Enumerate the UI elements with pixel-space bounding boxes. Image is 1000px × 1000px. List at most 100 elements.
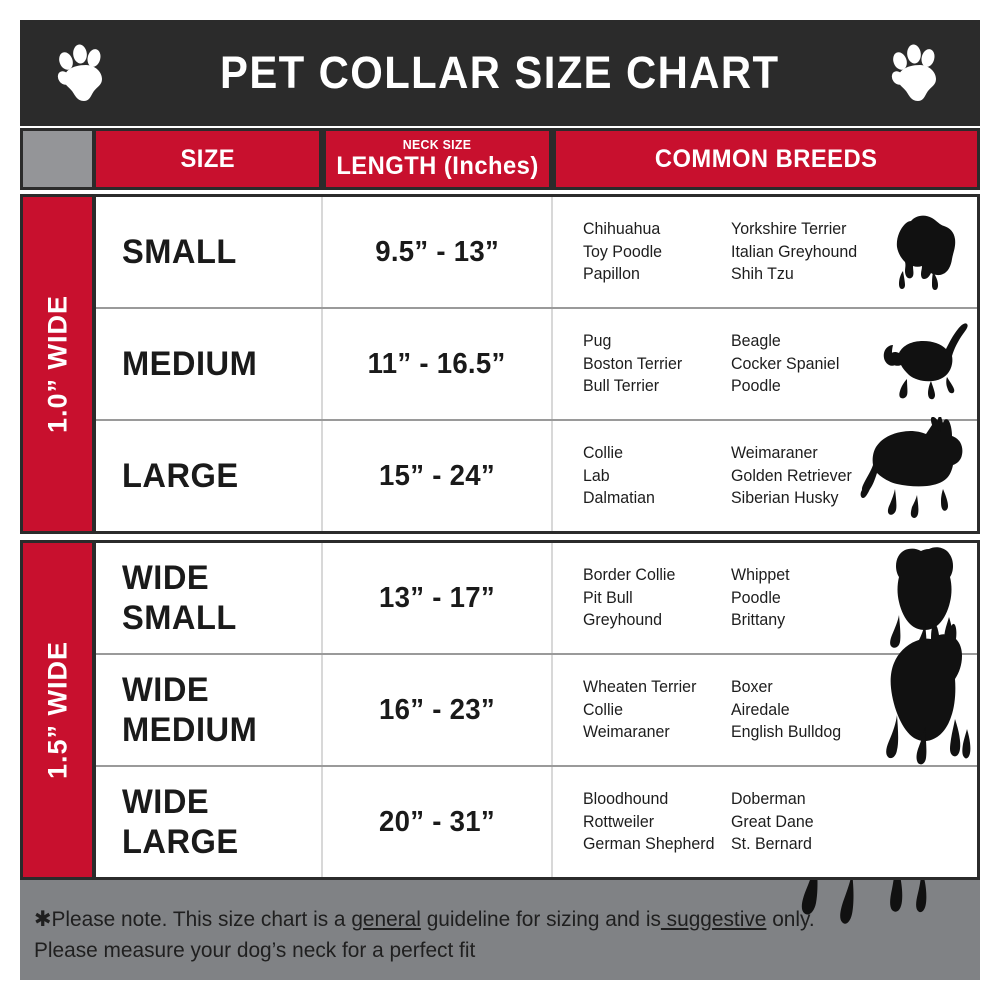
table-row: MEDIUM 11” - 16.5” Pug Boston Terrier Bu…	[96, 309, 977, 421]
breed-item: Pit Bull	[583, 587, 633, 607]
cell-length: 16” - 23”	[323, 655, 553, 765]
page-title: PET COLLAR SIZE CHART	[220, 47, 780, 98]
footer-text-c: only.	[766, 907, 815, 931]
size-label: MEDIUM	[122, 344, 258, 383]
size-label: WIDE	[122, 670, 210, 709]
breed-column-2: Beagle Cocker Spaniel Poodle	[731, 330, 881, 397]
cell-length: 15” - 24”	[323, 421, 553, 531]
length-value: 13” - 17”	[379, 581, 495, 614]
footer-note: ✱Please note. This size chart is a gener…	[20, 880, 980, 980]
cell-size: WIDE LARGE	[96, 767, 323, 877]
breed-item: Chihuahua	[583, 219, 661, 239]
breed-column-2: Doberman Great Dane St. Bernard	[731, 788, 881, 855]
table-row: WIDE LARGE 20” - 31” Bloodhound Rottweil…	[96, 767, 977, 877]
column-header-length-label: LENGTH (Inches)	[336, 151, 539, 180]
cell-size: WIDE MEDIUM	[96, 655, 323, 765]
breed-item: Poodle	[731, 587, 781, 607]
section-side-label-1-0-wide: 1.0” WIDE	[20, 194, 92, 534]
cell-length: 13” - 17”	[323, 543, 553, 653]
length-value: 11” - 16.5”	[368, 347, 506, 380]
breed-column-2: Boxer Airedale English Bulldog	[731, 676, 881, 743]
paw-print-icon	[891, 44, 936, 101]
breed-item: Bloodhound	[583, 789, 669, 809]
cell-size: SMALL	[96, 197, 323, 307]
breed-item: Beagle	[731, 331, 781, 351]
breed-item: Wheaten Terrier	[583, 677, 697, 697]
length-value: 16” - 23”	[379, 693, 495, 726]
column-header-size: SIZE	[92, 128, 322, 190]
breed-item: Pug	[583, 331, 612, 351]
breed-item: Whippet	[731, 565, 790, 585]
footer-text-a: ✱Please note. This size chart is a	[34, 907, 352, 931]
breed-item: Toy Poodle	[583, 241, 663, 261]
cell-size: MEDIUM	[96, 309, 323, 419]
breed-item: Lab	[583, 465, 610, 485]
breed-column-1: Chihuahua Toy Poodle Papillon	[583, 218, 722, 285]
column-header-neck-size-label: NECK SIZE	[403, 136, 472, 152]
table-row: WIDE SMALL 13” - 17” Border Collie Pit B…	[96, 543, 977, 655]
size-label: WIDE	[122, 782, 210, 821]
breed-item: Weimaraner	[583, 722, 670, 742]
breed-item: Poodle	[731, 376, 781, 396]
footer-underline-suggestive: suggestive	[660, 907, 767, 931]
side-label-text: 1.5” WIDE	[42, 640, 72, 780]
footer-text-b: guideline for sizing and is	[420, 907, 661, 931]
breed-item: Collie	[583, 699, 623, 719]
cell-breeds: Bloodhound Rottweiler German Shepherd Do…	[553, 767, 977, 877]
breed-item: Cocker Spaniel	[731, 353, 840, 373]
breed-item: Golden Retriever	[731, 465, 852, 485]
breed-column-2: Yorkshire Terrier Italian Greyhound Shih…	[731, 218, 881, 285]
breed-item: Rottweiler	[583, 811, 655, 831]
cell-length: 11” - 16.5”	[323, 309, 553, 419]
corner-cell	[20, 128, 92, 190]
breed-item: Greyhound	[583, 610, 663, 630]
breed-item: Shih Tzu	[731, 264, 794, 284]
breed-item: Collie	[583, 443, 623, 463]
breed-item: Brittany	[731, 610, 786, 630]
breed-item: Doberman	[731, 789, 806, 809]
cell-breeds: Border Collie Pit Bull Greyhound Whippet…	[553, 543, 977, 653]
breed-item: Italian Greyhound	[731, 241, 858, 261]
size-label-second: MEDIUM	[122, 711, 258, 749]
breed-item: Dalmatian	[583, 488, 655, 508]
cell-size: WIDE SMALL	[96, 543, 323, 653]
breed-item: Great Dane	[731, 811, 814, 831]
section-rows: SMALL 9.5” - 13” Chihuahua Toy Poodle Pa…	[92, 194, 980, 534]
cell-breeds: Collie Lab Dalmatian Weimaraner Golden R…	[553, 417, 977, 531]
pomeranian-silhouette-icon	[881, 209, 959, 291]
breed-column-2: Whippet Poodle Brittany	[731, 564, 881, 631]
breed-column-1: Wheaten Terrier Collie Weimaraner	[583, 676, 722, 743]
section-rows: WIDE SMALL 13” - 17” Border Collie Pit B…	[92, 540, 980, 880]
footer-note-text: ✱Please note. This size chart is a gener…	[34, 904, 938, 965]
size-label: WIDE	[122, 558, 210, 597]
breed-item: Airedale	[731, 699, 790, 719]
chart-header: PET COLLAR SIZE CHART	[20, 20, 980, 126]
breed-item: Siberian Husky	[731, 488, 839, 508]
length-value: 20” - 31”	[379, 805, 495, 838]
breed-column-1: Border Collie Pit Bull Greyhound	[583, 564, 722, 631]
size-label-second: LARGE	[122, 823, 239, 861]
section-1-0-wide: 1.0” WIDE SMALL 9.5” - 13” Chihuahua Toy…	[20, 194, 980, 534]
length-value: 15” - 24”	[379, 459, 495, 492]
breed-column-1: Collie Lab Dalmatian	[583, 442, 722, 509]
size-label-second: SMALL	[122, 599, 237, 637]
cell-breeds: Chihuahua Toy Poodle Papillon Yorkshire …	[553, 197, 977, 307]
breed-item: Border Collie	[583, 565, 676, 585]
length-value: 9.5” - 13”	[375, 235, 499, 268]
breed-item: Papillon	[583, 264, 640, 284]
breed-item: Boxer	[731, 677, 773, 697]
cell-breeds: Wheaten Terrier Collie Weimaraner Boxer …	[553, 623, 977, 765]
size-label: LARGE	[122, 456, 239, 495]
breed-item: Yorkshire Terrier	[731, 219, 847, 239]
footer-line-2: Please measure your dog’s neck for a per…	[34, 937, 476, 962]
cell-length: 20” - 31”	[323, 767, 553, 877]
side-label-text: 1.0” WIDE	[42, 294, 72, 434]
column-header-breeds-label: COMMON BREEDS	[655, 144, 878, 173]
cell-breeds: Pug Boston Terrier Bull Terrier Beagle C…	[553, 309, 977, 419]
size-label: SMALL	[122, 232, 237, 271]
table-row: LARGE 15” - 24” Collie Lab Dalmatian Wei…	[96, 417, 977, 531]
cell-size: LARGE	[96, 421, 323, 531]
breed-item: Bull Terrier	[583, 376, 660, 396]
breed-column-1: Bloodhound Rottweiler German Shepherd	[583, 788, 722, 855]
